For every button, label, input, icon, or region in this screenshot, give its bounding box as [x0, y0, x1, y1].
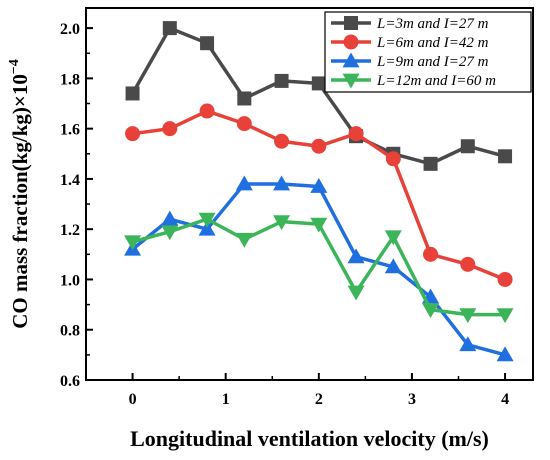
legend-marker [342, 52, 360, 68]
series-layer [124, 21, 514, 362]
data-point [200, 36, 215, 51]
legend-label: L=12m and I=60 m [376, 73, 496, 89]
data-point [273, 215, 291, 231]
x-axis-title: Longitudinal ventilation velocity (m/s) [130, 426, 489, 451]
data-point [347, 285, 365, 301]
y-tick-label: 1.4 [60, 172, 80, 189]
series-line [131, 182, 506, 357]
data-point [161, 225, 179, 241]
data-point [347, 248, 365, 264]
x-tick-label: 3 [408, 391, 416, 408]
y-tick-label: 1.2 [60, 222, 80, 239]
data-point [235, 175, 253, 191]
y-tick-label: 0.8 [60, 323, 80, 340]
data-point [162, 121, 178, 137]
legend-marker [343, 34, 359, 50]
legend-item: L=3m and I=27 m [331, 16, 489, 32]
data-point [459, 308, 477, 324]
y-tick-label: 1.8 [60, 71, 80, 88]
x-tick-label: 4 [501, 391, 509, 408]
data-point [274, 133, 290, 149]
data-point [236, 116, 252, 132]
data-point [496, 346, 514, 362]
data-point [385, 151, 401, 167]
data-point [423, 246, 439, 262]
data-point [162, 21, 177, 36]
data-point [237, 91, 252, 106]
y-tick-label: 1.6 [60, 122, 80, 139]
series-line [132, 217, 506, 317]
legend-item: L=9m and I=27 m [331, 52, 489, 70]
data-point [460, 256, 476, 272]
y-axis-title: CO mass fraction(kg/kg)×10−4 [7, 59, 32, 329]
legend-label: L=6m and I=42 m [376, 35, 489, 51]
legend-label: L=3m and I=27 m [376, 16, 489, 32]
data-point [496, 308, 514, 324]
data-point [161, 210, 179, 226]
y-tick-label: 0.6 [60, 373, 80, 390]
x-tick-label: 0 [129, 391, 137, 408]
series-4 [124, 212, 514, 324]
data-point [498, 149, 513, 164]
legend-marker [344, 16, 358, 30]
data-point [497, 271, 513, 287]
data-point [198, 212, 216, 228]
data-point [198, 220, 216, 236]
legend: L=3m and I=27 m L=6m and I=42 m L=9m and I… [324, 11, 532, 93]
plot-frame [85, 7, 534, 381]
data-point [273, 175, 291, 191]
data-point [124, 235, 142, 251]
data-point [125, 126, 141, 142]
data-point [422, 303, 440, 319]
y-axis-title-exponent: −4 [7, 59, 22, 74]
data-point [384, 258, 402, 274]
data-point [311, 76, 326, 91]
data-point [459, 336, 477, 352]
data-point [348, 126, 364, 142]
y-axis-title-main: CO mass fraction(kg/kg)×10 [8, 74, 32, 329]
legend-item: L=6m and I=42 m [331, 34, 489, 51]
data-point [310, 217, 328, 233]
series-2 [125, 103, 513, 287]
legend-item: L=12m and I=60 m [331, 73, 496, 89]
series-3 [124, 175, 514, 362]
legend-marker [342, 73, 360, 89]
tick-layer: 0 1 2 3 4 0.6 0.8 1.0 1.2 1.4 1.6 1.8 2.0 [60, 21, 509, 408]
data-point [235, 232, 253, 248]
y-tick-label: 1.0 [60, 272, 80, 289]
data-point [310, 177, 328, 193]
legend-label: L=9m and I=27 m [376, 54, 489, 70]
data-point [460, 139, 475, 154]
data-point [199, 103, 215, 119]
data-point [125, 86, 140, 101]
series-line [132, 109, 506, 282]
x-tick-label: 1 [222, 391, 230, 408]
data-point [423, 156, 438, 171]
data-point [311, 138, 327, 154]
x-tick-label: 2 [315, 391, 323, 408]
data-point [274, 73, 289, 88]
data-point [384, 230, 402, 246]
y-tick-label: 2.0 [60, 21, 80, 38]
